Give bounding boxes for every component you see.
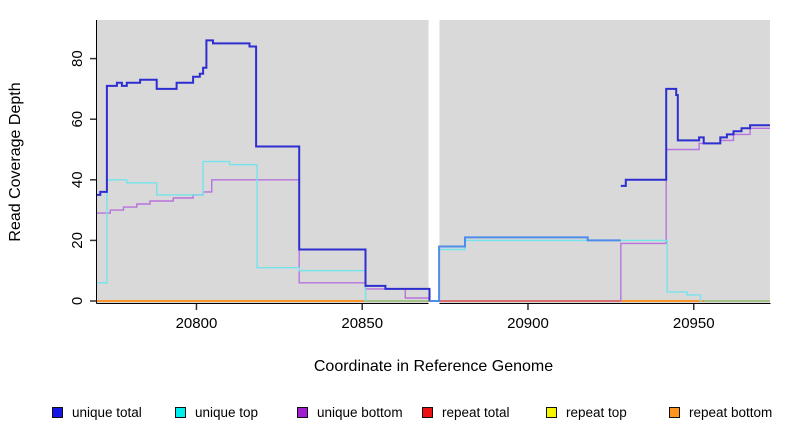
x-tick-label: 20800	[176, 315, 218, 332]
legend-label: repeat total	[442, 404, 510, 420]
legend-item-unique-top: unique top	[175, 403, 258, 421]
legend-item-unique-total: unique total	[52, 403, 142, 421]
legend-item-unique-bottom: unique bottom	[297, 403, 403, 421]
legend-swatch-icon	[669, 406, 680, 418]
x-tick-label: 20850	[341, 315, 383, 332]
coverage-chart: 20800 20850 20900 20950 0 20 40 60 80	[69, 19, 771, 332]
gap-band	[428, 19, 440, 304]
y-tick-label: 40	[69, 171, 86, 188]
x-axis-title: Coordinate in Reference Genome	[313, 358, 554, 375]
legend-item-repeat-bottom: repeat bottom	[669, 403, 772, 421]
series-unique-total	[429, 236, 621, 302]
x-tick-label: 20950	[673, 315, 715, 332]
legend-item-repeat-top: repeat top	[546, 403, 627, 421]
legend-label: repeat bottom	[689, 404, 773, 420]
legend-item-repeat-total: repeat total	[422, 403, 510, 421]
legend-label: unique total	[72, 404, 142, 420]
legend-swatch-icon	[546, 406, 557, 418]
legend-swatch-icon	[297, 406, 308, 418]
x-tick-label: 20900	[507, 315, 549, 332]
y-tick-label: 80	[69, 50, 86, 67]
y-tick-label: 0	[69, 297, 86, 305]
legend-swatch-icon	[175, 406, 186, 418]
legend-swatch-icon	[422, 406, 433, 418]
legend-label: unique bottom	[317, 404, 403, 420]
legend-label: repeat top	[566, 404, 627, 420]
legend-swatch-icon	[52, 406, 63, 418]
legend-label: unique top	[195, 404, 259, 420]
series-unique-total	[97, 39, 431, 301]
series-unique-top	[97, 160, 367, 301]
series-unique-total	[620, 87, 770, 187]
y-tick-label: 60	[69, 111, 86, 128]
y-tick-label: 20	[69, 232, 86, 249]
y-axis-title: Read Coverage Depth	[7, 82, 24, 242]
